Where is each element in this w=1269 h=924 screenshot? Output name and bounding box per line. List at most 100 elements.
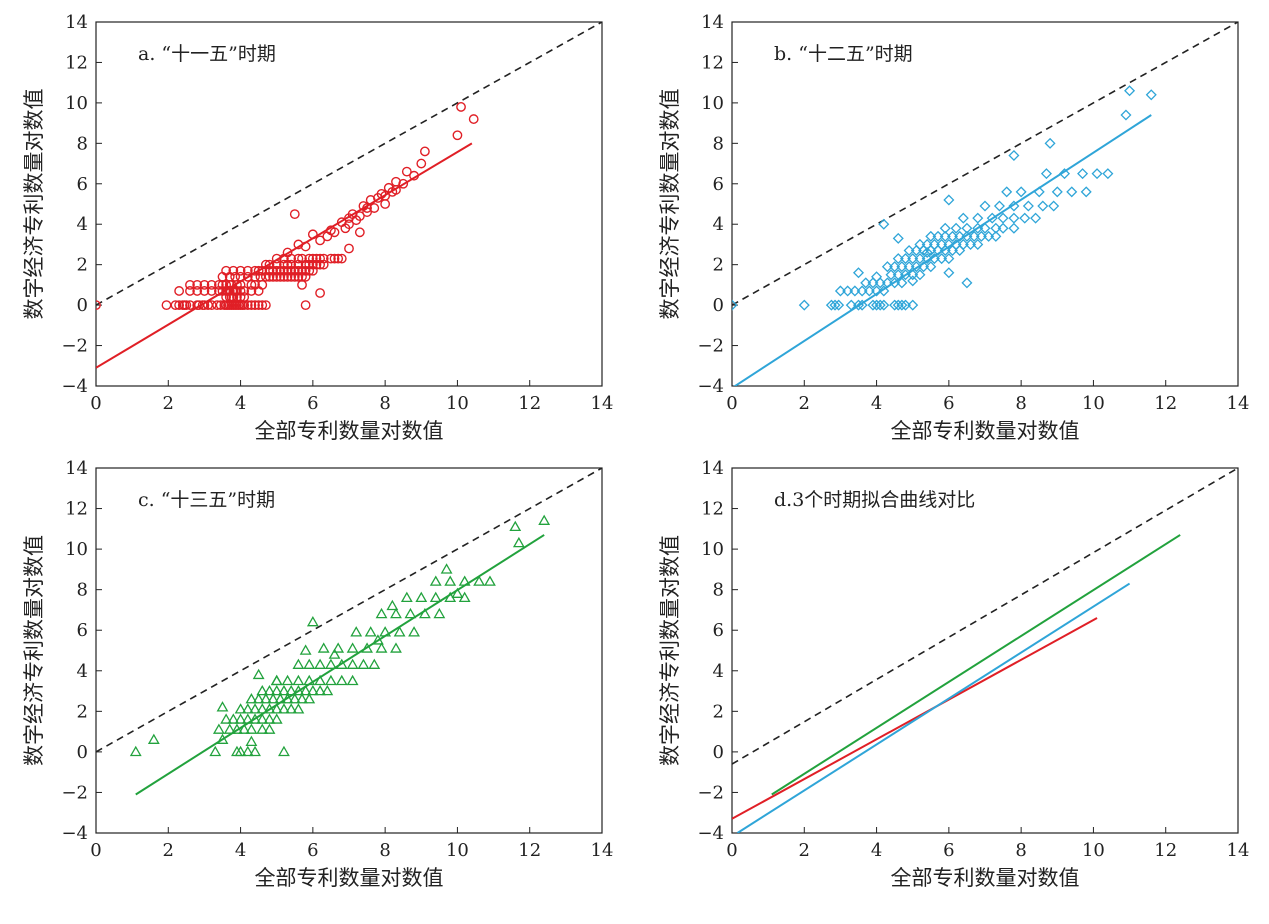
data-point — [296, 693, 308, 704]
data-point — [256, 723, 269, 734]
data-point — [264, 259, 275, 270]
data-point — [282, 247, 293, 258]
data-point — [972, 212, 984, 224]
data-point — [380, 191, 391, 201]
data-point — [1008, 200, 1020, 212]
data-point — [473, 575, 486, 586]
data-point — [939, 222, 951, 234]
data-point — [212, 723, 225, 734]
data-point — [943, 267, 955, 279]
data-point — [856, 299, 868, 311]
data-point — [306, 684, 319, 696]
y-tick-label: −2 — [697, 782, 724, 803]
x-tick-label: 10 — [1082, 840, 1105, 861]
data-point — [206, 286, 217, 296]
panel-b: 0 2 4 6 8 10 12 14 −4 −2 0 2 4 6 8 10 12 14 全部专利数量对数值 数字经济专… — [658, 12, 1249, 443]
fit-line — [96, 142, 473, 369]
data-point — [317, 642, 330, 653]
data-point — [939, 230, 951, 242]
x-tick-label: 2 — [163, 840, 174, 861]
data-point — [369, 203, 380, 213]
data-point — [221, 265, 232, 276]
data-point — [380, 199, 391, 209]
y-tick-label: 6 — [77, 620, 88, 641]
data-point — [961, 222, 973, 234]
data-point — [404, 607, 417, 619]
data-point — [315, 235, 325, 246]
data-point — [1051, 186, 1063, 198]
data-point — [292, 658, 305, 669]
y-tick-label: 2 — [713, 255, 724, 276]
y-axis-title: 数字经济专利数量对数值 — [658, 89, 682, 320]
data-point — [943, 238, 955, 250]
x-tick-label: 6 — [307, 840, 318, 861]
data-point — [270, 713, 283, 724]
data-point — [354, 227, 365, 238]
data-point — [914, 253, 926, 265]
data-point — [252, 668, 265, 680]
data-point — [429, 575, 442, 586]
data-point — [538, 514, 551, 525]
data-point — [288, 693, 301, 704]
data-point — [429, 591, 442, 603]
data-point — [336, 253, 347, 264]
y-tick-label: 10 — [701, 539, 724, 560]
x-tick-label: 10 — [446, 840, 469, 861]
x-tick-label: 0 — [90, 840, 101, 861]
data-point — [972, 238, 984, 250]
data-point — [936, 238, 948, 250]
data-point — [344, 219, 354, 230]
y-tick-label: 14 — [701, 458, 724, 479]
data-point — [220, 713, 233, 724]
data-point — [270, 684, 283, 696]
data-point — [903, 244, 915, 257]
data-point — [354, 211, 365, 222]
y-tick-label: 4 — [77, 661, 88, 682]
data-point — [1019, 212, 1031, 224]
panel-d: 0 2 4 6 8 10 12 14 −4 −2 0 2 4 6 8 10 12 14 全部专利数量对数值 数字经济专… — [658, 458, 1249, 890]
data-point — [181, 300, 192, 311]
data-point — [256, 713, 269, 724]
data-point — [979, 222, 991, 234]
data-point — [279, 259, 289, 270]
data-point — [825, 299, 837, 311]
data-point — [874, 299, 886, 311]
data-point — [346, 658, 359, 669]
data-point — [1001, 186, 1013, 198]
data-point — [297, 253, 307, 264]
y-tick-label: 8 — [713, 133, 724, 154]
y-axis-title: 数字经济专利数量对数值 — [658, 535, 682, 766]
data-point — [185, 286, 195, 296]
data-point — [1030, 212, 1042, 224]
data-point — [129, 745, 142, 757]
data-point — [307, 253, 318, 264]
data-point — [975, 230, 987, 242]
data-point — [1037, 200, 1049, 212]
data-point — [346, 642, 359, 653]
data-point — [921, 238, 933, 250]
data-point — [871, 271, 883, 283]
data-point — [957, 212, 969, 224]
data-point — [329, 253, 340, 264]
panel-title: a. “十一五”时期 — [138, 43, 276, 65]
data-point — [444, 575, 457, 586]
data-point — [914, 238, 926, 250]
plot-area — [96, 468, 602, 796]
y-tick-label: 4 — [713, 661, 724, 682]
data-point — [1008, 149, 1020, 161]
data-point — [192, 286, 203, 296]
data-point — [213, 279, 224, 290]
data-point — [1091, 168, 1103, 180]
data-point — [954, 230, 966, 242]
data-point — [174, 300, 185, 311]
x-tick-label: 4 — [871, 393, 882, 414]
x-tick-label: 12 — [1154, 393, 1177, 414]
plot-frame — [95, 467, 603, 834]
y-tick-label: −2 — [61, 782, 88, 803]
data-point — [856, 285, 868, 297]
x-axis-title: 全部专利数量对数值 — [891, 866, 1080, 890]
data-point — [223, 723, 236, 734]
data-point — [452, 130, 463, 141]
data-point — [325, 658, 337, 669]
data-point — [263, 723, 276, 734]
